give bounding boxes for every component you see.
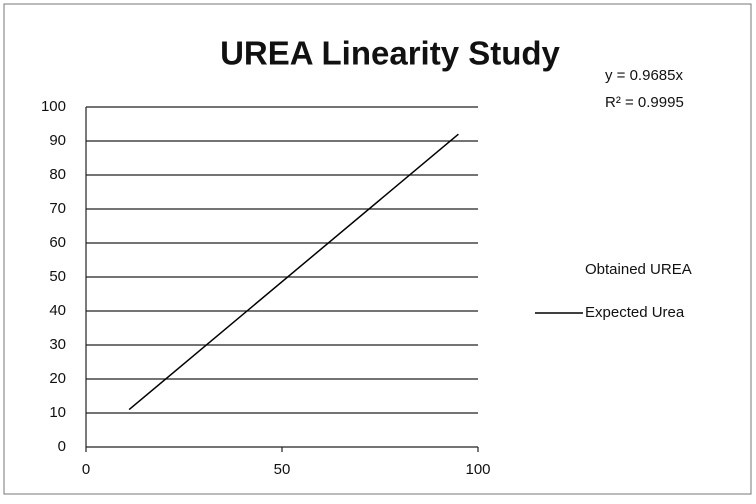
legend-label: Obtained UREA (585, 261, 692, 278)
x-tick-label: 50 (274, 461, 291, 478)
y-tick-label: 40 (49, 302, 66, 319)
series-line (128, 133, 459, 411)
y-tick-label: 90 (49, 132, 66, 149)
y-tick-label: 60 (49, 234, 66, 251)
y-tick-label: 80 (49, 166, 66, 183)
chart-title: UREA Linearity Study (220, 35, 560, 72)
x-tick-label: 0 (82, 461, 90, 478)
y-tick-label: 30 (49, 336, 66, 353)
y-tick-label: 10 (49, 404, 66, 421)
trendline-equation: y = 0.9685x (605, 67, 683, 84)
y-tick-label: 100 (41, 98, 66, 115)
chart-border (3, 3, 752, 495)
r-squared: R² = 0.9995 (605, 94, 684, 111)
y-tick-label: 50 (49, 268, 66, 285)
legend-label: Expected Urea (585, 304, 685, 321)
y-tick-label: 20 (49, 370, 66, 387)
x-tick-label: 100 (465, 461, 490, 478)
y-tick-label: 70 (49, 200, 66, 217)
y-tick-label: 0 (58, 438, 66, 455)
